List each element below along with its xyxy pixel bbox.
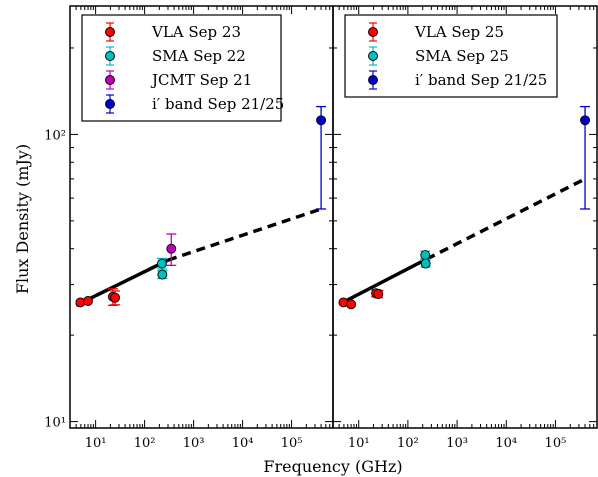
legend-box xyxy=(81,14,282,122)
data-point xyxy=(420,258,431,269)
y-tick-label: 10¹ xyxy=(44,416,66,431)
x-axis-title: Frequency (GHz) xyxy=(263,457,402,476)
right-panel: 10¹ 10² 10³ 10⁴ 10⁵ VLA Sep 25 SMA Sep 25 i′ ba… xyxy=(332,5,598,451)
fit-line-dashed xyxy=(167,207,322,262)
legend-label: VLA Sep 25 xyxy=(414,23,504,41)
left-panel: 10¹ 10² 10³ 10⁴ 10⁵ 10¹ 10² VLA Sep 23 SMA Sep 2… xyxy=(44,5,334,451)
data-point xyxy=(110,292,121,303)
y-tick-label: 10² xyxy=(44,128,66,143)
x-tick-label: 10³ xyxy=(446,436,468,451)
x-tick-label: 10⁵ xyxy=(545,436,567,451)
legend-marker xyxy=(368,27,378,37)
legend-label: i′ band Sep 21/25 xyxy=(152,95,284,113)
data-point xyxy=(580,115,590,126)
x-tick-label: 10² xyxy=(397,436,419,451)
legend-box xyxy=(344,14,558,98)
data-point xyxy=(156,258,167,269)
y-axis-title: Flux Density (mJy) xyxy=(13,144,32,294)
legend-marker xyxy=(368,51,378,61)
legend-marker xyxy=(105,51,115,61)
x-tick-label: 10³ xyxy=(183,436,205,451)
legend-marker xyxy=(105,99,115,109)
legend-label: SMA Sep 25 xyxy=(415,47,509,65)
x-tick-label: 10⁴ xyxy=(232,436,254,451)
x-tick-label: 10⁵ xyxy=(281,436,303,451)
data-point xyxy=(420,250,431,261)
data-point xyxy=(157,269,168,280)
legend-marker xyxy=(368,75,378,85)
data-point xyxy=(166,243,177,254)
legend-label: VLA Sep 23 xyxy=(151,23,241,41)
data-point xyxy=(83,296,93,306)
legend-label: JCMT Sep 21 xyxy=(150,71,252,89)
legend-marker xyxy=(105,75,115,85)
x-tick-label: 10² xyxy=(134,436,156,451)
fit-line-dashed xyxy=(425,177,586,261)
fit-line-solid xyxy=(338,257,428,306)
legend-label: i′ band Sep 21/25 xyxy=(415,71,547,89)
legend-marker xyxy=(105,27,115,37)
data-point xyxy=(373,289,384,300)
legend-label: SMA Sep 22 xyxy=(152,47,246,65)
data-point xyxy=(346,299,357,310)
x-tick-label: 10¹ xyxy=(348,436,370,451)
plot-frame xyxy=(332,5,598,429)
x-tick-label: 10⁴ xyxy=(495,436,517,451)
x-tick-label: 10¹ xyxy=(85,436,107,451)
data-point xyxy=(316,115,327,126)
